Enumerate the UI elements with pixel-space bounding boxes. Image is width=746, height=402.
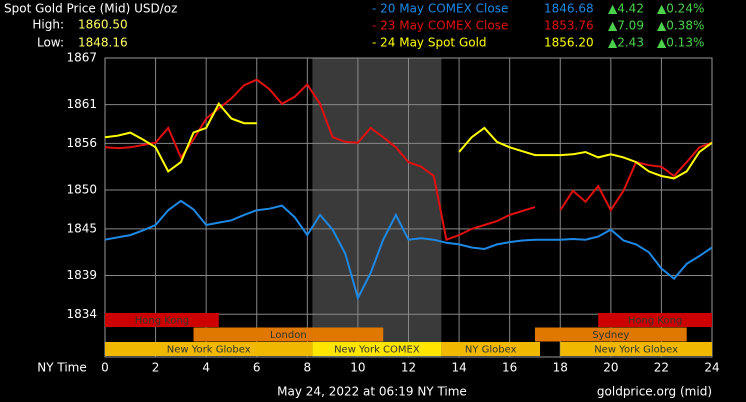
session-label: New York Globex — [167, 345, 251, 356]
legend-entry: - 24 May Spot Gold — [372, 36, 487, 50]
legend-entry: - 23 May COMEX Close — [372, 19, 508, 33]
x-tick-label: 24 — [704, 361, 719, 375]
legend-close: 1856.20 — [544, 36, 594, 50]
x-tick-label: 0 — [101, 361, 109, 375]
legend-change: ▲4.42 — [608, 2, 644, 16]
x-tick-label: 8 — [304, 361, 312, 375]
session-bar — [534, 327, 687, 342]
x-tick-label: 14 — [451, 361, 466, 375]
x-tick-label: 20 — [603, 361, 618, 375]
x-tick-label: 2 — [152, 361, 160, 375]
session-label: Hong Kong — [135, 316, 189, 327]
legend-percent: ▲0.38% — [657, 19, 704, 33]
footer: May 24, 2022 at 06:19 NY Time — [277, 385, 467, 399]
y-tick-label: 1856 — [66, 136, 97, 150]
session-label: New York Globex — [594, 345, 678, 356]
session-bar — [105, 342, 313, 356]
session-label: Hong Kong — [628, 316, 682, 327]
stat-value: 1848.16 — [78, 36, 128, 50]
x-tick-label: 12 — [401, 361, 416, 375]
x-tick-label: 22 — [654, 361, 669, 375]
session-label: NY Globex — [465, 345, 517, 356]
stat-label: High: — [32, 18, 64, 32]
x-axis-label: NY Time — [37, 361, 87, 375]
x-tick-label: 18 — [553, 361, 568, 375]
y-tick-label: 1850 — [66, 183, 97, 197]
price-line — [104, 199, 713, 301]
y-tick-label: 1839 — [66, 268, 97, 282]
session-label: New York COMEX — [334, 345, 420, 356]
y-tick-label: 1834 — [66, 307, 97, 321]
session-bar — [441, 342, 541, 356]
legend-percent: ▲0.13% — [657, 36, 704, 50]
plot-border — [104, 57, 713, 358]
chart-title: Spot Gold Price (Mid) USD/oz — [4, 2, 177, 16]
price-line — [104, 102, 713, 180]
legend-close: 1853.76 — [544, 19, 594, 33]
source: goldprice.org (mid) — [597, 385, 712, 399]
x-tick-label: 10 — [350, 361, 365, 375]
session-bar — [312, 342, 442, 356]
session-bar — [105, 313, 219, 327]
session-label: London — [270, 330, 307, 341]
stat-label: Low: — [37, 36, 64, 50]
session-bar — [560, 342, 712, 356]
y-tick-label: 1845 — [66, 221, 97, 235]
x-tick-label: 16 — [502, 361, 517, 375]
y-tick-label: 1861 — [66, 97, 97, 111]
legend-change: ▲2.43 — [608, 36, 644, 50]
shaded-range — [312, 58, 442, 357]
stat-value: 1860.50 — [78, 18, 128, 32]
legend-change: ▲7.09 — [608, 19, 644, 33]
x-tick-label: 6 — [253, 361, 261, 375]
session-label: Sydney — [592, 330, 629, 341]
y-tick-label: 1867 — [66, 51, 97, 65]
legend-percent: ▲0.24% — [657, 2, 704, 16]
x-tick-label: 4 — [202, 361, 210, 375]
session-bar — [193, 327, 384, 342]
session-bar — [598, 313, 712, 327]
legend-close: 1846.68 — [544, 2, 594, 16]
legend-entry: - 20 May COMEX Close — [372, 2, 508, 16]
